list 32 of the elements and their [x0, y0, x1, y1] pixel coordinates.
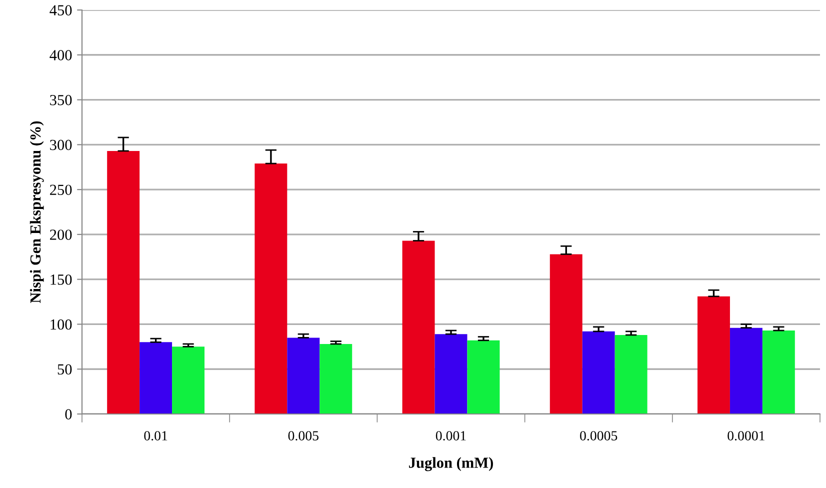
y-tick-label: 350: [50, 94, 72, 106]
x-tick-label: 0.01: [144, 431, 168, 440]
bar: [762, 330, 795, 414]
bar: [467, 340, 500, 414]
bar: [254, 164, 288, 414]
x-tick-label: 0.005: [288, 431, 318, 440]
bar: [550, 254, 582, 414]
y-tick-label: 250: [50, 184, 72, 196]
y-tick-label: 300: [50, 140, 72, 150]
bar: [402, 240, 435, 414]
bar: [614, 334, 648, 414]
x-tick-label: 0.0001: [728, 431, 764, 440]
y-tick-label: 450: [50, 5, 72, 16]
bar: [172, 346, 205, 414]
y-tick-label: 100: [50, 319, 72, 330]
bar: [582, 331, 615, 414]
x-axis-title: Juglon (mM): [409, 457, 493, 472]
bar: [697, 296, 730, 414]
y-tick-label: 0: [65, 409, 72, 420]
y-axis-title: Nispi Gen Ekspresyonu (%): [30, 121, 44, 304]
y-tick-label: 150: [50, 274, 72, 285]
bar: [730, 328, 762, 414]
bar: [107, 150, 140, 414]
x-tick-label: 0.001: [436, 431, 466, 440]
y-tick-label: 50: [58, 364, 72, 375]
x-tick-label: 0.0005: [580, 431, 618, 440]
bar: [320, 344, 352, 414]
bar: [287, 338, 320, 414]
y-tick-label: 400: [50, 50, 72, 60]
bar: [434, 334, 468, 414]
bar: [140, 342, 172, 414]
y-tick-label: 200: [50, 230, 72, 240]
